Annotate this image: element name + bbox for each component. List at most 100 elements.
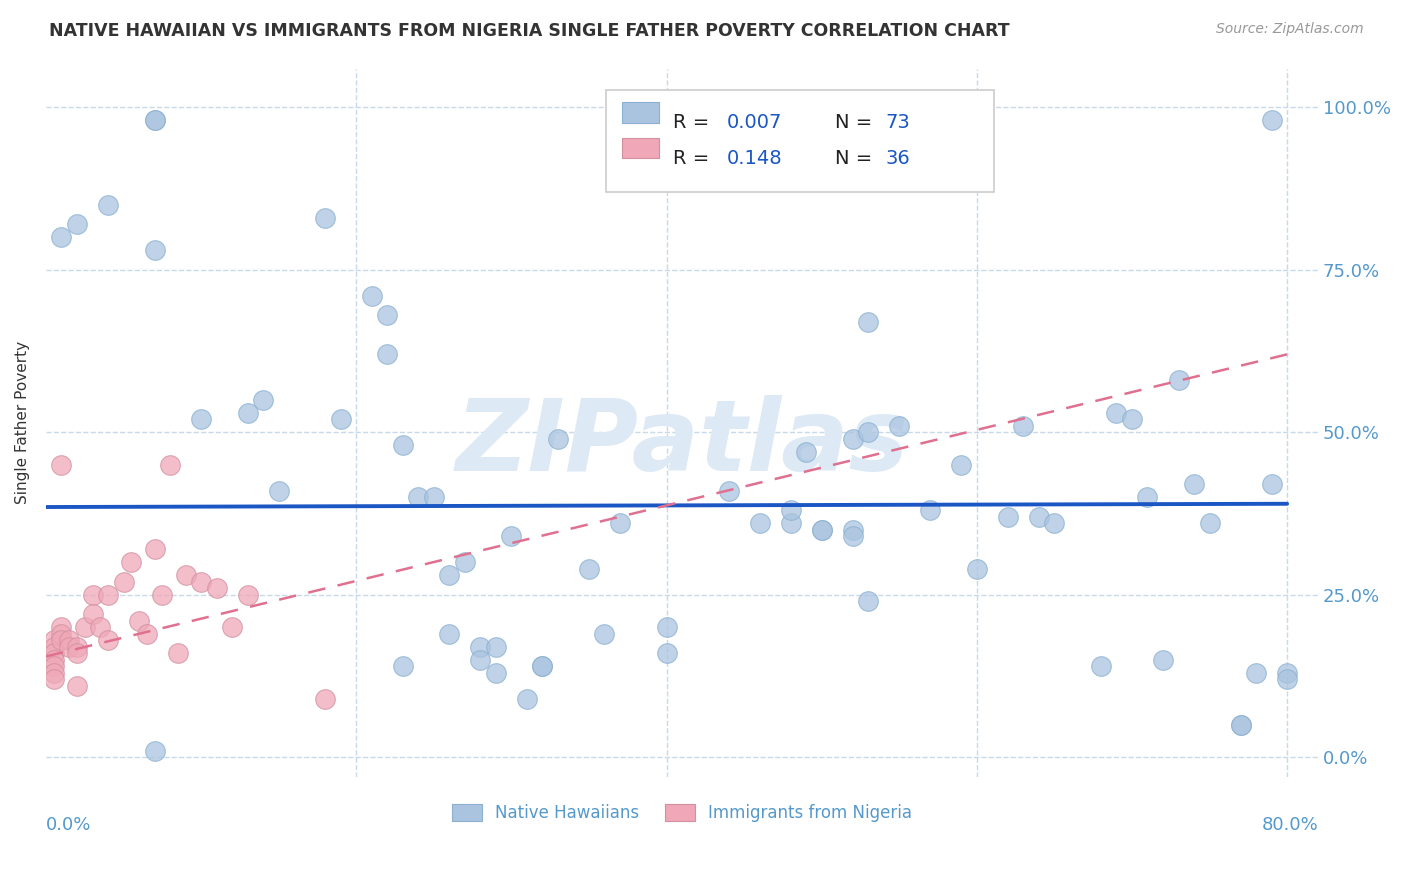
Point [531,659,554,673]
Point [841,529,863,543]
Text: Source: ZipAtlas.com: Source: ZipAtlas.com [1216,22,1364,37]
Point [593,626,616,640]
Text: 0.0%: 0.0% [46,815,91,833]
Point [82,588,104,602]
Point [889,418,911,433]
Point [42,659,65,673]
Point [950,458,973,472]
Point [858,594,880,608]
Point [655,620,678,634]
Point [66,218,89,232]
Point [58,640,80,654]
Point [841,523,863,537]
Point [143,244,166,258]
Point [89,620,111,634]
Point [439,568,461,582]
Text: 36: 36 [886,149,910,168]
Point [1105,406,1128,420]
Point [51,620,73,634]
Text: R =: R = [673,149,710,168]
Point [120,555,142,569]
Point [454,555,477,569]
Point [997,509,1019,524]
Point [858,425,880,440]
Point [58,633,80,648]
Point [97,198,120,212]
Point [1229,717,1251,731]
Point [391,438,413,452]
Point [51,633,73,648]
Point [1043,516,1066,531]
Point [143,113,166,128]
Point [779,516,801,531]
Point [1275,665,1298,680]
Point [190,412,212,426]
Point [609,516,631,531]
Point [810,523,832,537]
Point [143,744,166,758]
Point [391,659,413,673]
Point [423,490,446,504]
Point [82,607,104,622]
Point [501,529,523,543]
Text: N =: N = [835,113,872,132]
Point [236,406,259,420]
Point [516,691,538,706]
Point [375,309,398,323]
Point [966,562,988,576]
Point [485,665,508,680]
Point [66,679,89,693]
Point [135,626,157,640]
Text: R =: R = [673,113,710,132]
Point [578,562,600,576]
Point [314,211,336,225]
Point [190,574,212,589]
Point [159,458,181,472]
Text: ZIPatlas: ZIPatlas [456,395,908,492]
Legend: Native Hawaiians, Immigrants from Nigeria: Native Hawaiians, Immigrants from Nigeri… [446,797,918,829]
Point [42,672,65,686]
Point [174,568,197,582]
Point [314,691,336,706]
Point [1167,373,1189,387]
Point [166,646,188,660]
Point [97,588,120,602]
Point [42,646,65,660]
Point [1121,412,1143,426]
Point [97,633,120,648]
Point [408,490,430,504]
Text: 80.0%: 80.0% [1261,815,1319,833]
Point [1275,672,1298,686]
Point [485,640,508,654]
Point [329,412,352,426]
Point [360,289,382,303]
Y-axis label: Single Father Poverty: Single Father Poverty [15,341,30,504]
Point [375,347,398,361]
Point [66,646,89,660]
Point [1229,717,1251,731]
Point [1136,490,1159,504]
Point [439,626,461,640]
Point [531,659,554,673]
Point [42,633,65,648]
Point [236,588,259,602]
Point [810,523,832,537]
Point [858,315,880,329]
FancyBboxPatch shape [623,103,659,123]
Text: 0.007: 0.007 [727,113,782,132]
Point [1244,665,1267,680]
Point [1260,113,1282,128]
Point [221,620,243,634]
Point [128,614,150,628]
Point [1152,653,1174,667]
Point [51,230,73,244]
Point [717,483,740,498]
Point [66,640,89,654]
Point [42,640,65,654]
Point [51,626,73,640]
Point [42,665,65,680]
Point [112,574,135,589]
Text: 0.148: 0.148 [727,149,782,168]
Point [1260,477,1282,491]
Point [205,581,228,595]
